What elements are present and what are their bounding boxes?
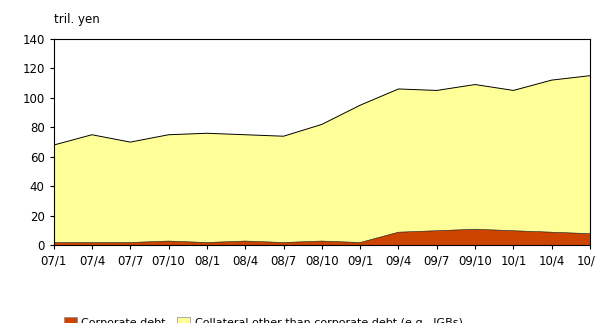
Text: tril. yen: tril. yen [54,13,100,26]
Legend: Corporate debt, Collateral other than corporate debt (e.g., JGBs): Corporate debt, Collateral other than co… [59,313,467,323]
